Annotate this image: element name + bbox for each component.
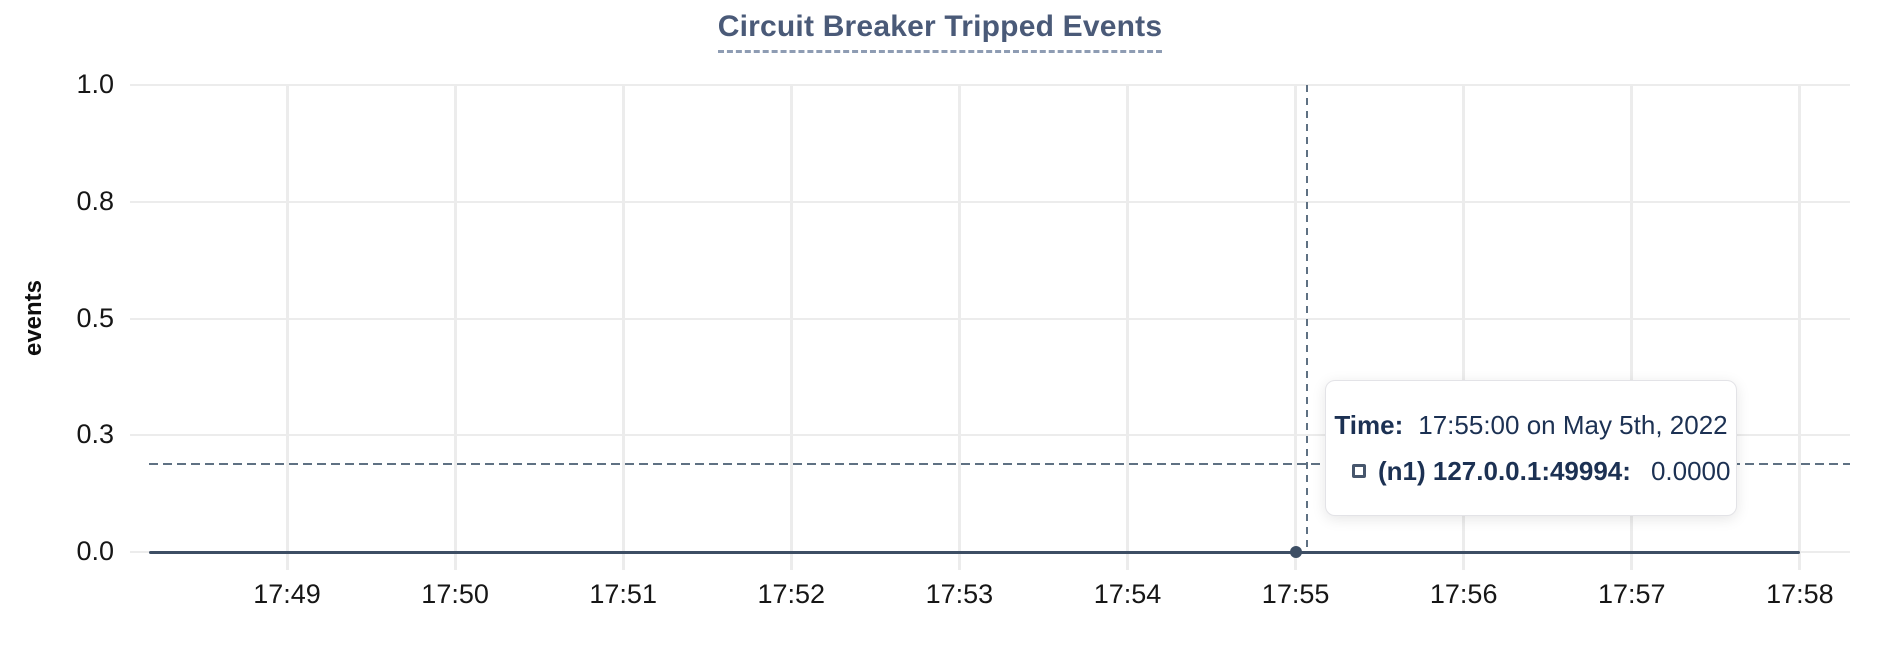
chart-title-wrap: Circuit Breaker Tripped Events: [0, 10, 1880, 53]
x-tick-label: 17:51: [589, 579, 657, 609]
x-tick-label: 17:50: [421, 579, 489, 609]
gridline-vertical: [1462, 85, 1466, 570]
y-tick-label: 0.5: [76, 302, 114, 333]
x-tick-label: 17:54: [1093, 579, 1162, 609]
x-tick-label: 17:57: [1598, 579, 1666, 609]
gridline-vertical: [789, 85, 793, 570]
tooltip-time-value: 17:55:00 on May 5th, 2022: [1418, 409, 1728, 440]
y-tick-label: 1.0: [76, 69, 114, 99]
y-tick-label: 0.8: [76, 185, 114, 216]
x-tick-label: 17:52: [757, 579, 826, 609]
gridline-vertical: [285, 85, 289, 570]
gridline-vertical: [1126, 85, 1129, 570]
gridline-vertical: [621, 85, 625, 570]
tooltip-series-value: 0.0000: [1650, 455, 1731, 486]
tooltip-time-label: Time:: [1334, 409, 1404, 440]
x-tick-label: 17:56: [1429, 579, 1498, 609]
tooltip-series-row: (n1) 127.0.0.1:49994: 0.0000: [1352, 455, 1730, 487]
series-line: [149, 550, 1800, 554]
x-tick-label: 17:55: [1261, 579, 1330, 609]
crosshair-horizontal-line: [149, 463, 1850, 466]
tooltip: Time: 17:55:00 on May 5th, 2022 (n1) 127…: [1325, 380, 1737, 516]
tooltip-series-label: (n1) 127.0.0.1:49994:: [1378, 455, 1631, 486]
gridline-horizontal: [130, 317, 1850, 320]
data-point-dot: [1289, 546, 1302, 558]
gridline-vertical: [1798, 85, 1802, 570]
chart-title[interactable]: Circuit Breaker Tripped Events: [717, 10, 1163, 53]
legend-square-icon: [1352, 464, 1366, 478]
gridline-horizontal: [130, 84, 1850, 86]
crosshair-vertical-line: [1306, 85, 1309, 552]
y-tick-label: 0.0: [76, 536, 114, 566]
gridline-horizontal: [130, 200, 1850, 203]
x-tick-label: 17:53: [925, 579, 994, 609]
gridline-vertical: [453, 85, 457, 570]
gridline-horizontal: [130, 434, 1850, 437]
gridline-vertical: [1294, 85, 1298, 570]
x-tick-label: 17:58: [1766, 579, 1834, 609]
x-tick-label: 17:49: [253, 579, 321, 609]
y-tick-label: 0.3: [76, 419, 114, 450]
gridline-vertical: [957, 85, 961, 570]
tooltip-time-row: Time: 17:55:00 on May 5th, 2022: [1334, 410, 1727, 441]
gridline-vertical: [1630, 85, 1634, 570]
